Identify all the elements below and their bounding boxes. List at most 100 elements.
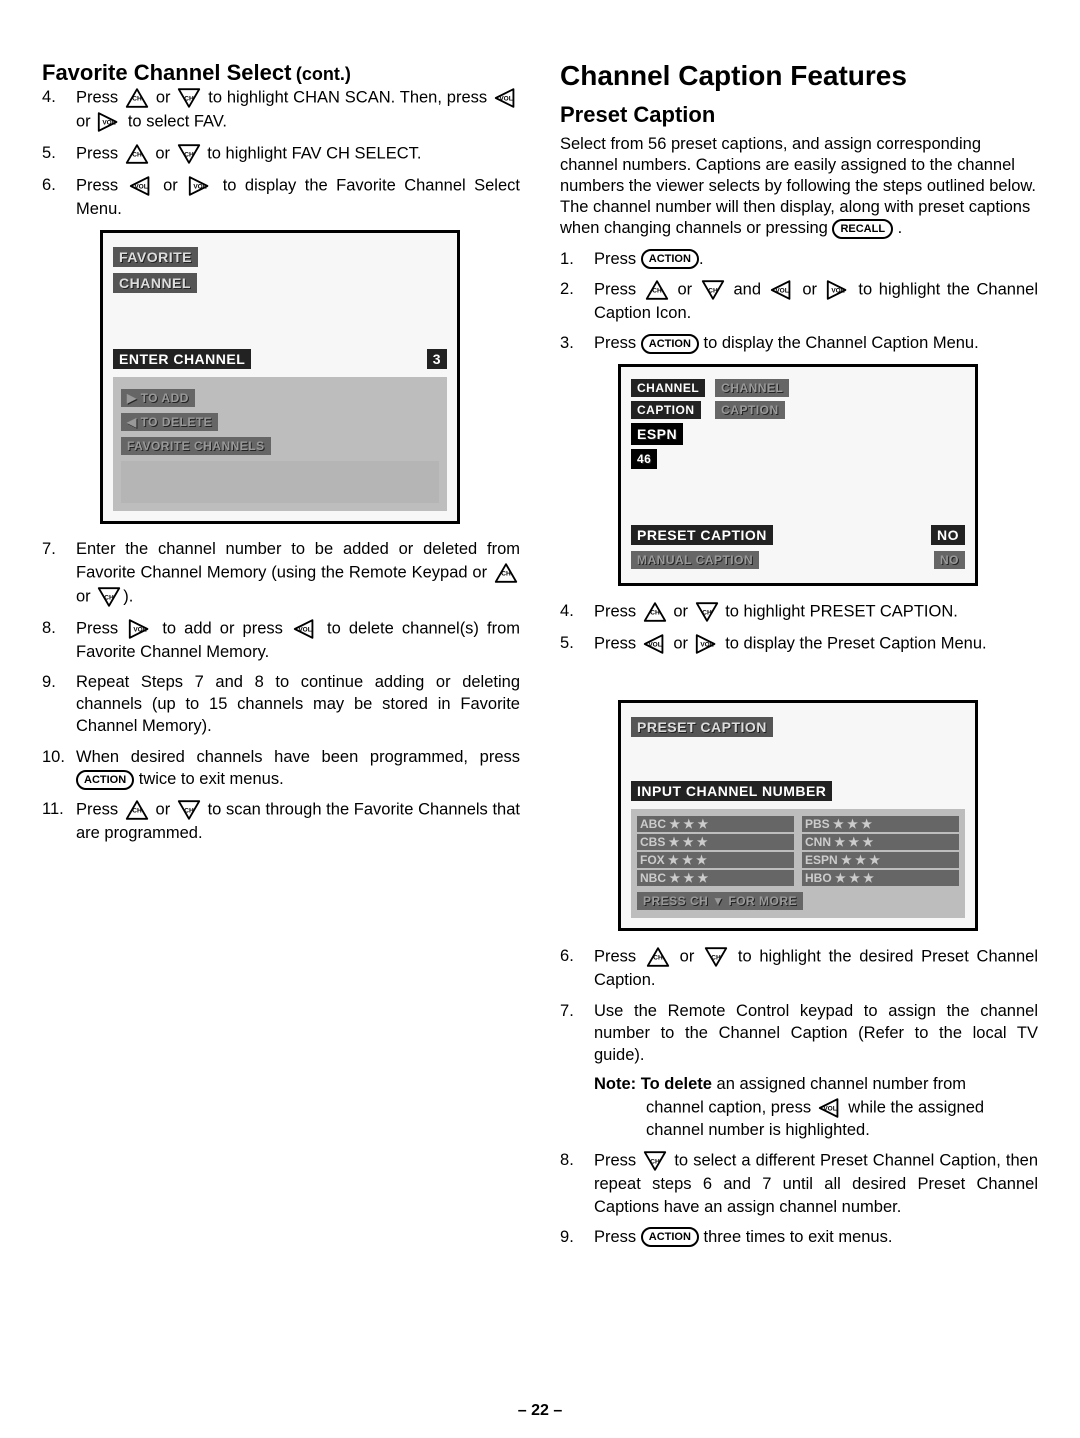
rstep-7: Use the Remote Control keypad to assign … [560, 1000, 1038, 1067]
action-button-icon: ACTION [641, 1227, 699, 1247]
ch-up-icon: CH [124, 798, 150, 822]
svg-text:CH: CH [652, 287, 662, 294]
ch-down-icon: CH [176, 142, 202, 166]
svg-text:CH: CH [501, 570, 511, 577]
osd-favorite-channel: FAVORITE CHANNEL ENTER CHANNEL 3 ▶ TO AD… [100, 230, 460, 524]
heading-cont: (cont.) [296, 64, 351, 84]
svg-text:CH: CH [711, 955, 721, 962]
right-steps-d: Press CH to select a different Preset Ch… [560, 1149, 1038, 1248]
svg-text:VOL: VOL [134, 183, 147, 190]
osd2-l1: CHANNEL [631, 379, 705, 397]
right-h1: Channel Caption Features [560, 60, 1038, 92]
osd1-row4: FAVORITE CHANNELS [121, 437, 271, 455]
osd2-row2: MANUAL CAPTION [631, 551, 759, 569]
osd2-row2val: NO [934, 551, 965, 569]
right-steps-b: Press CH or CH to highlight PRESET CAPTI… [560, 600, 1038, 656]
vol-down-icon: VOL [493, 86, 519, 110]
step-6: Press VOL or VOL to display the Favorite… [42, 174, 520, 220]
svg-text:VOL: VOL [194, 183, 207, 190]
osd1-title1: FAVORITE [113, 247, 198, 267]
rstep-5: Press VOL or VOL to display the Preset C… [560, 632, 1038, 656]
osd1-row1val: 3 [427, 349, 447, 369]
right-steps-a: Press ACTION. Press CH or CH and VOL or … [560, 248, 1038, 355]
svg-text:VOL: VOL [103, 119, 116, 126]
osd3-sub: INPUT CHANNEL NUMBER [631, 781, 832, 801]
osd3-title: PRESET CAPTION [631, 717, 773, 737]
ch-up-icon: CH [124, 86, 150, 110]
vol-down-icon: VOL [128, 174, 154, 198]
svg-text:VOL: VOL [823, 1105, 836, 1112]
svg-text:CH: CH [132, 151, 142, 158]
svg-text:CH: CH [653, 955, 663, 962]
osd3-footer: PRESS CH ▼ FOR MORE [637, 892, 803, 910]
svg-text:CH: CH [132, 807, 142, 814]
osd1-row2: ▶ TO ADD [121, 389, 195, 407]
ch-up-icon: CH [493, 561, 519, 585]
rstep-3: Press ACTION to display the Channel Capt… [560, 332, 1038, 354]
ch-up-icon: CH [642, 600, 668, 624]
step-4: Press CH or CH to highlight CHAN SCAN. T… [42, 86, 520, 134]
ch-down-icon: CH [703, 945, 729, 969]
svg-text:CH: CH [184, 807, 194, 814]
left-steps-b: Enter the channel number to be added or … [42, 538, 520, 844]
svg-text:CH: CH [132, 95, 142, 102]
osd-channel-caption: CHANNEL CAPTION ESPN 46 CHANNEL CAPTION … [618, 364, 978, 586]
right-steps-c: Press CH or CH to highlight the desired … [560, 945, 1038, 1066]
recall-button-icon: RECALL [832, 219, 893, 239]
svg-text:CH: CH [184, 151, 194, 158]
left-steps-a: Press CH or CH to highlight CHAN SCAN. T… [42, 86, 520, 220]
rstep-8: Press CH to select a different Preset Ch… [560, 1149, 1038, 1218]
osd2-l2: CAPTION [631, 401, 701, 419]
osd1-title2: CHANNEL [113, 273, 197, 293]
vol-up-icon: VOL [96, 110, 122, 134]
heading-text: Favorite Channel Select [42, 60, 291, 85]
osd1-row3: ◀ TO DELETE [121, 413, 218, 431]
action-button-icon: ACTION [641, 334, 699, 354]
vol-down-icon: VOL [642, 632, 668, 656]
vol-down-icon: VOL [817, 1096, 843, 1120]
vol-up-icon: VOL [187, 174, 213, 198]
svg-text:CH: CH [105, 594, 115, 601]
rstep-9: Press ACTION three times to exit menus. [560, 1226, 1038, 1248]
svg-text:CH: CH [185, 95, 195, 102]
osd-preset-caption: PRESET CAPTION INPUT CHANNEL NUMBER ABC … [618, 700, 978, 931]
rstep-4: Press CH or CH to highlight PRESET CAPTI… [560, 600, 1038, 624]
step-5: Press CH or CH to highlight FAV CH SELEC… [42, 142, 520, 166]
right-intro: Select from 56 preset captions, and assi… [560, 134, 1038, 240]
osd2-r2: CAPTION [715, 401, 785, 419]
ch-down-icon: CH [642, 1149, 668, 1173]
note-delete: Note: To delete an assigned channel numb… [560, 1074, 1038, 1141]
osd1-row1: ENTER CHANNEL [113, 349, 251, 369]
vol-down-icon: VOL [292, 617, 318, 641]
svg-text:CH: CH [702, 610, 712, 617]
page-number: – 22 – [0, 1402, 1080, 1420]
osd2-box2: 46 [631, 449, 657, 469]
vol-up-icon: VOL [127, 617, 153, 641]
svg-text:VOL: VOL [700, 642, 713, 649]
svg-text:VOL: VOL [134, 626, 147, 633]
osd3-grid: ABC ★ ★ ★PBS ★ ★ ★ CBS ★ ★ ★CNN ★ ★ ★ FO… [637, 815, 959, 887]
step-9: Repeat Steps 7 and 8 to continue adding … [42, 671, 520, 738]
osd2-row1: PRESET CAPTION [631, 525, 773, 545]
ch-down-icon: CH [96, 585, 122, 609]
osd2-box1: ESPN [631, 423, 683, 445]
ch-down-icon: CH [700, 278, 726, 302]
ch-up-icon: CH [644, 278, 670, 302]
step-10: When desired channels have been programm… [42, 746, 520, 791]
svg-text:CH: CH [651, 1159, 661, 1166]
ch-down-icon: CH [694, 600, 720, 624]
svg-text:VOL: VOL [831, 287, 844, 294]
osd2-r1: CHANNEL [715, 379, 789, 397]
action-button-icon: ACTION [641, 249, 699, 269]
rstep-6: Press CH or CH to highlight the desired … [560, 945, 1038, 991]
vol-down-icon: VOL [769, 278, 795, 302]
svg-text:VOL: VOL [499, 95, 512, 102]
ch-up-icon: CH [645, 945, 671, 969]
step-8: Press VOL to add or press VOL to delete … [42, 617, 520, 663]
ch-up-icon: CH [124, 142, 150, 166]
svg-text:CH: CH [650, 610, 660, 617]
ch-down-icon: CH [176, 798, 202, 822]
svg-text:VOL: VOL [775, 287, 788, 294]
svg-text:VOL: VOL [298, 626, 311, 633]
rstep-1: Press ACTION. [560, 248, 1038, 270]
